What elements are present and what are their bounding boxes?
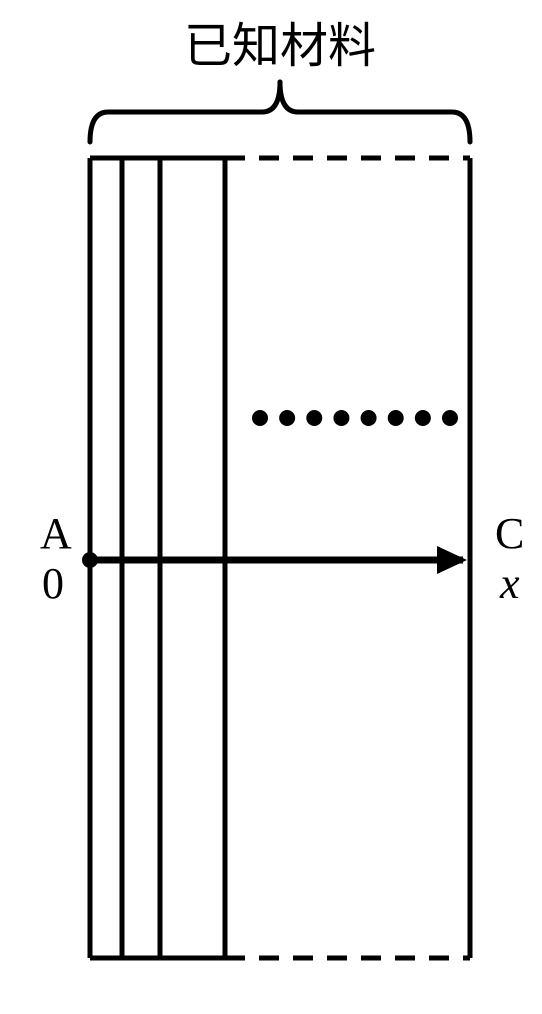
x-axis-arrow [82,546,467,574]
title-text: 已知材料 [184,20,376,73]
ellipsis-dots [252,410,458,426]
label-zero: 0 [42,559,64,608]
label-A: A [40,509,72,558]
label-C: C [495,509,524,558]
diagram-svg: 已知材料 A 0 C x [0,0,542,1014]
label-x: x [499,559,520,608]
brace [90,82,470,142]
